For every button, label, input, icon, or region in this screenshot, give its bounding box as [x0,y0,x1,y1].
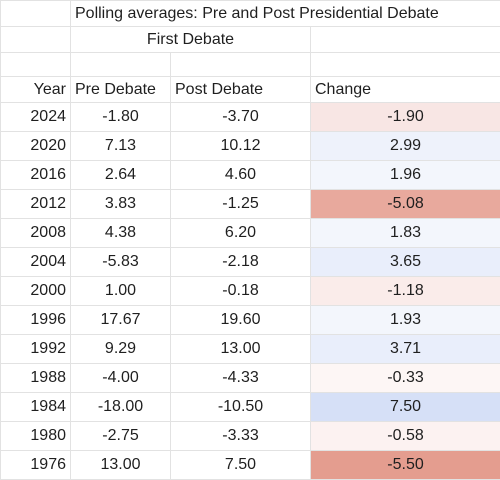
empty-cell[interactable] [311,53,500,77]
change-cell[interactable]: 2.99 [311,132,500,161]
post-debate-cell[interactable]: -10.50 [171,393,311,422]
pre-debate-cell[interactable]: -18.00 [71,393,171,422]
year-cell[interactable]: 1984 [1,393,71,422]
post-debate-cell[interactable]: 7.50 [171,451,311,480]
change-cell[interactable]: 1.96 [311,161,500,190]
header-row: Year Pre Debate Post Debate Change [1,77,500,103]
table-row: 1988-4.00-4.33-0.33 [1,364,500,393]
header-change[interactable]: Change [311,77,500,103]
table-subtitle[interactable]: First Debate [71,27,311,53]
post-debate-cell[interactable]: -3.33 [171,422,311,451]
year-cell[interactable]: 1980 [1,422,71,451]
year-cell[interactable]: 2020 [1,132,71,161]
pre-debate-cell[interactable]: -2.75 [71,422,171,451]
change-cell[interactable]: 1.93 [311,306,500,335]
table-row: 2024-1.80-3.70-1.90 [1,103,500,132]
year-cell[interactable]: 1996 [1,306,71,335]
year-cell[interactable]: 2004 [1,248,71,277]
post-debate-cell[interactable]: 13.00 [171,335,311,364]
spacer-row [1,53,500,77]
change-cell[interactable]: -0.33 [311,364,500,393]
pre-debate-cell[interactable]: 2.64 [71,161,171,190]
year-cell[interactable]: 2000 [1,277,71,306]
year-cell[interactable]: 1988 [1,364,71,393]
year-cell[interactable]: 2016 [1,161,71,190]
change-cell[interactable]: 1.83 [311,219,500,248]
post-debate-cell[interactable]: 10.12 [171,132,311,161]
post-debate-cell[interactable]: 19.60 [171,306,311,335]
empty-cell[interactable] [1,27,71,53]
empty-cell[interactable] [1,53,71,77]
post-debate-cell[interactable]: -2.18 [171,248,311,277]
empty-cell[interactable] [1,1,71,27]
pre-debate-cell[interactable]: 13.00 [71,451,171,480]
title-row: Polling averages: Pre and Post President… [1,1,500,27]
year-cell[interactable]: 1976 [1,451,71,480]
pre-debate-cell[interactable]: 1.00 [71,277,171,306]
header-pre-debate[interactable]: Pre Debate [71,77,171,103]
change-cell[interactable]: -0.58 [311,422,500,451]
year-cell[interactable]: 2008 [1,219,71,248]
year-cell[interactable]: 2024 [1,103,71,132]
table-title[interactable]: Polling averages: Pre and Post President… [71,1,500,27]
post-debate-cell[interactable]: 4.60 [171,161,311,190]
change-cell[interactable]: -5.50 [311,451,500,480]
change-cell[interactable]: -1.18 [311,277,500,306]
pre-debate-cell[interactable]: -5.83 [71,248,171,277]
change-cell[interactable]: 3.65 [311,248,500,277]
change-cell[interactable]: 3.71 [311,335,500,364]
empty-cell[interactable] [71,53,171,77]
pre-debate-cell[interactable]: 7.13 [71,132,171,161]
year-cell[interactable]: 1992 [1,335,71,364]
pre-debate-cell[interactable]: -4.00 [71,364,171,393]
post-debate-cell[interactable]: -1.25 [171,190,311,219]
spreadsheet: Polling averages: Pre and Post President… [0,0,500,466]
change-cell[interactable]: -5.08 [311,190,500,219]
change-cell[interactable]: 7.50 [311,393,500,422]
table-row: 1980-2.75-3.33-0.58 [1,422,500,451]
pre-debate-cell[interactable]: 4.38 [71,219,171,248]
subtitle-row: First Debate [1,27,500,53]
post-debate-cell[interactable]: -0.18 [171,277,311,306]
change-cell[interactable]: -1.90 [311,103,500,132]
empty-cell[interactable] [311,27,500,53]
pre-debate-cell[interactable]: 17.67 [71,306,171,335]
pre-debate-cell[interactable]: 3.83 [71,190,171,219]
post-debate-cell[interactable]: -4.33 [171,364,311,393]
post-debate-cell[interactable]: 6.20 [171,219,311,248]
pre-debate-cell[interactable]: -1.80 [71,103,171,132]
pre-debate-cell[interactable]: 9.29 [71,335,171,364]
year-cell[interactable]: 2012 [1,190,71,219]
empty-cell[interactable] [171,53,311,77]
post-debate-cell[interactable]: -3.70 [171,103,311,132]
header-year[interactable]: Year [1,77,71,103]
header-post-debate[interactable]: Post Debate [171,77,311,103]
